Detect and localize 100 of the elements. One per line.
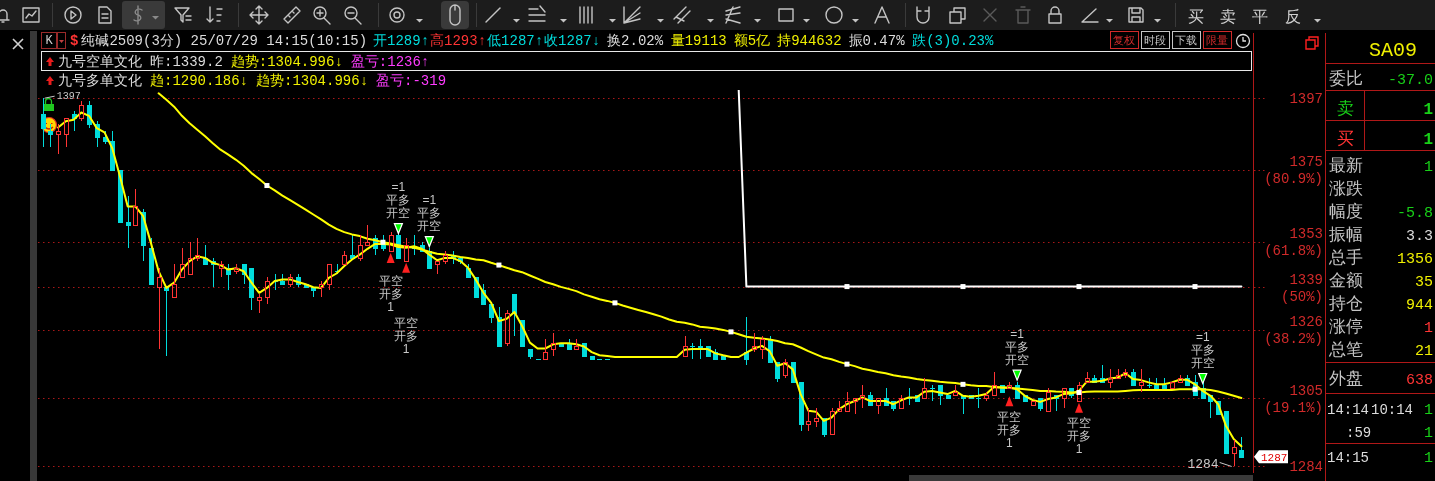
candlestick — [760, 335, 765, 360]
text: 涨跌 — [1329, 179, 1363, 198]
annotation: 开1289↑ — [373, 33, 430, 49]
annotation: 趋势:1304.996↓ — [256, 73, 369, 89]
candlestick — [1154, 377, 1159, 389]
candlestick — [265, 276, 270, 305]
candlestick — [806, 407, 811, 432]
candlestick — [946, 394, 951, 399]
candlestick — [48, 123, 53, 148]
point — [960, 284, 966, 290]
annotation: 持944632 — [777, 33, 842, 49]
annotation: 趋:1290.186↓ — [150, 73, 249, 89]
point — [1076, 390, 1082, 395]
candlestick — [219, 260, 224, 278]
annotation: 昨:1339.2 — [150, 54, 223, 70]
text: 持仓 — [1329, 294, 1363, 313]
annotation: 收1287↓ — [544, 33, 601, 49]
candlestick — [899, 394, 904, 409]
point — [1198, 372, 1208, 385]
text: 1 — [1423, 402, 1433, 419]
text: 外盘 — [1329, 369, 1363, 388]
text: 振幅 — [1329, 225, 1363, 244]
candlestick — [837, 400, 842, 412]
candlestick — [288, 273, 293, 288]
candlestick — [953, 384, 958, 396]
candlestick — [1007, 381, 1012, 389]
chart-title: 纯碱2509(3分) 25/07/29 14:15(10:15) — [81, 33, 368, 49]
candlestick — [830, 407, 835, 435]
text: 944 — [1405, 297, 1433, 314]
annotation: 换2.02% — [607, 33, 664, 49]
text: 1 — [1423, 450, 1433, 467]
candlestick — [814, 407, 819, 428]
annotation: 量19113 — [670, 33, 727, 49]
text: 涨停 — [1329, 317, 1363, 336]
point — [496, 262, 502, 268]
candlestick — [234, 263, 239, 275]
candlestick — [590, 355, 595, 360]
point — [844, 284, 850, 290]
candlestick — [853, 397, 858, 415]
candlestick — [411, 234, 418, 256]
annotation: =1平多开空 — [1005, 326, 1030, 367]
candlestick — [992, 371, 997, 396]
text: 1356 — [1396, 251, 1433, 268]
y-tick-label: 1305 (19.1%) — [1264, 382, 1323, 416]
candlestick — [689, 342, 696, 360]
candlestick — [133, 188, 138, 226]
candlestick — [845, 391, 850, 412]
candlestick — [683, 335, 688, 357]
point — [380, 239, 386, 245]
candlestick — [929, 384, 936, 402]
candlestick — [876, 397, 881, 415]
candlestick — [1031, 400, 1036, 406]
text: 14:14 — [1327, 402, 1370, 418]
text: 买 — [1337, 129, 1354, 148]
candlestick — [342, 250, 347, 265]
point — [728, 329, 734, 335]
candlestick — [1162, 377, 1167, 389]
candlestick — [528, 348, 533, 360]
candlestick — [505, 309, 510, 347]
candlestick — [975, 387, 982, 409]
point — [386, 252, 395, 263]
y-tick-label: 1339 (50%) — [1280, 271, 1323, 305]
candlestick — [64, 117, 69, 148]
text: :59 — [1346, 425, 1372, 441]
candlestick — [381, 234, 386, 252]
candlestick — [752, 332, 757, 353]
point — [1192, 386, 1198, 392]
candlestick — [783, 358, 788, 379]
annotation: =1平多开空 — [1190, 329, 1215, 370]
candlestick — [922, 377, 927, 399]
candlestick — [172, 263, 177, 298]
text: -37.0 — [1387, 72, 1433, 89]
annotation: 时段 — [1144, 34, 1166, 46]
annotation: =1平多开空 — [386, 179, 411, 220]
candlestick — [984, 391, 989, 402]
annotation: 平空开多1 — [997, 409, 1022, 450]
candlestick — [860, 384, 865, 409]
annotation: 复权 — [1113, 34, 1135, 46]
annotation: 盈亏:-319 — [376, 73, 447, 89]
text: 1 — [1423, 131, 1433, 149]
candlestick — [126, 195, 131, 249]
point — [1012, 369, 1022, 381]
text: SA09 — [1368, 39, 1418, 62]
text: 幅度 — [1329, 202, 1363, 221]
candlestick — [272, 273, 279, 291]
candlestick — [443, 250, 448, 265]
candlestick — [1232, 439, 1237, 467]
annotation: 低1287↑ — [487, 33, 544, 49]
candlestick — [435, 260, 440, 275]
candlestick — [1139, 368, 1144, 393]
candlestick — [180, 247, 185, 278]
text: 总笔 — [1328, 340, 1363, 359]
candlestick — [188, 241, 193, 275]
y-tick-label: 1375 (80.9%) — [1264, 154, 1323, 188]
candlestick — [226, 263, 231, 291]
annotation: 九号空单文化 — [58, 54, 142, 70]
point — [1076, 284, 1082, 290]
text: 10:14 — [1371, 402, 1414, 418]
candlestick — [1062, 387, 1067, 409]
text: 1287 — [1261, 451, 1288, 464]
